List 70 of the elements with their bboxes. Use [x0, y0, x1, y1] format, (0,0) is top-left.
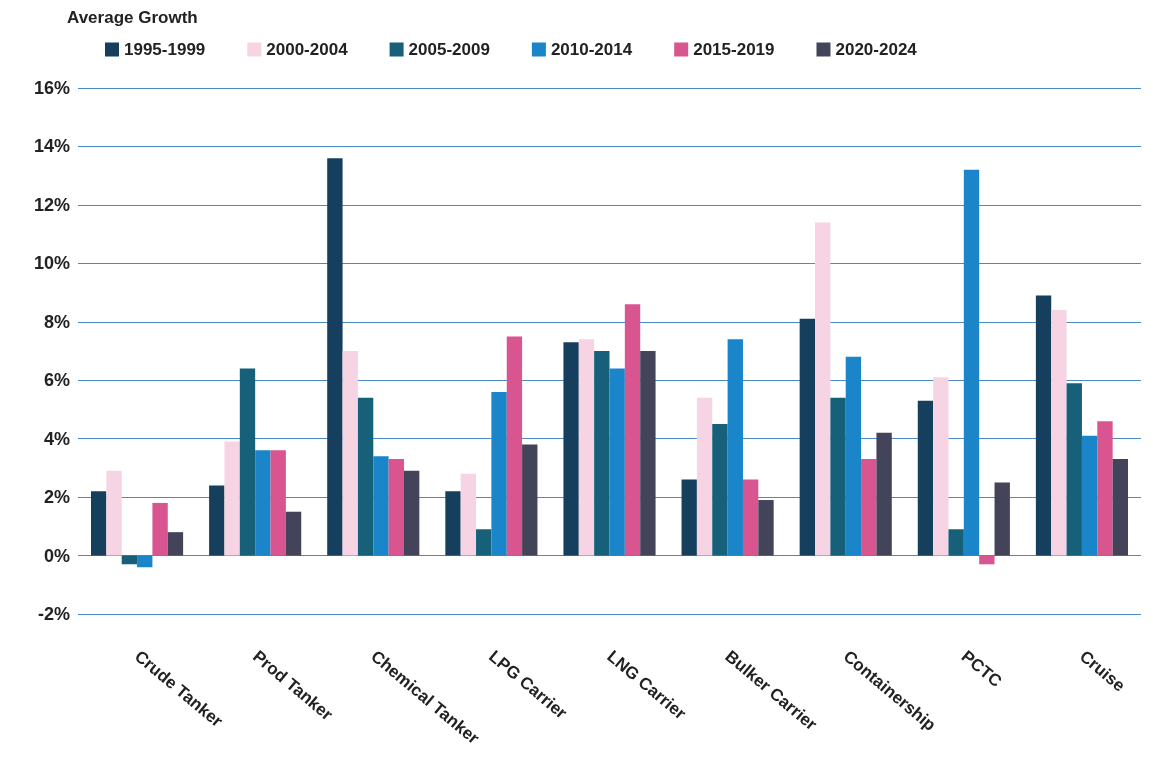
bar [167, 532, 184, 556]
bar [1112, 459, 1129, 556]
bar [979, 555, 995, 565]
bar [491, 391, 507, 556]
bar [609, 368, 625, 556]
bar [209, 485, 225, 556]
legend-label: 2000-2004 [266, 40, 349, 59]
bar [1035, 295, 1052, 556]
legend-label: 2005-2009 [408, 40, 490, 59]
bar [963, 169, 980, 556]
bar [758, 500, 774, 556]
bar [594, 351, 610, 556]
bar [1066, 383, 1082, 556]
bar [578, 339, 595, 556]
bar [137, 555, 153, 568]
bar [845, 356, 862, 556]
y-tick-label: 4% [43, 428, 70, 449]
bar [239, 368, 256, 556]
legend-label: 2020-2024 [835, 40, 918, 59]
y-tick-label: 8% [43, 311, 70, 332]
bar [255, 450, 271, 556]
bar [830, 397, 846, 556]
bar [476, 529, 492, 556]
legend-label: 2015-2019 [693, 40, 775, 59]
y-tick-label: 12% [33, 194, 70, 215]
y-tick-label: 2% [43, 487, 70, 508]
bar [445, 491, 461, 556]
chart-title: Average Growth [67, 8, 198, 27]
y-tick-label: 14% [33, 136, 70, 157]
bar [994, 482, 1010, 556]
bar [522, 444, 538, 556]
bar [917, 400, 934, 556]
bar [876, 432, 892, 556]
bar [403, 470, 420, 556]
bar [460, 473, 477, 556]
y-tick-label: 16% [33, 78, 70, 98]
bar [285, 511, 302, 556]
bar [1081, 435, 1098, 556]
bar [696, 397, 713, 556]
bar [563, 342, 579, 556]
bar [1097, 421, 1113, 556]
legend-label: 1995-1999 [124, 40, 206, 59]
bar [742, 479, 759, 556]
bar [948, 529, 964, 556]
y-tick-label: 0% [43, 545, 70, 566]
y-tick-label: 10% [33, 253, 70, 274]
bar [106, 470, 122, 556]
y-tick-label: 6% [43, 370, 70, 391]
bar [624, 304, 641, 556]
legend-label: 2010-2014 [550, 40, 633, 59]
bar [712, 424, 728, 556]
bar [357, 397, 374, 556]
bar [681, 479, 697, 556]
bar [373, 456, 389, 556]
bar [799, 318, 816, 556]
bar [506, 336, 523, 556]
bar [90, 491, 107, 556]
bar [815, 222, 831, 556]
y-tick-label: -2% [37, 604, 70, 624]
bar [861, 459, 877, 556]
bar [270, 450, 286, 556]
bar [640, 351, 656, 556]
bar [727, 339, 743, 556]
bar [327, 158, 343, 556]
bar [224, 441, 240, 556]
bar [933, 377, 949, 556]
bar [388, 459, 404, 556]
bar [1051, 310, 1067, 556]
bar [342, 351, 358, 556]
bar [152, 502, 168, 556]
